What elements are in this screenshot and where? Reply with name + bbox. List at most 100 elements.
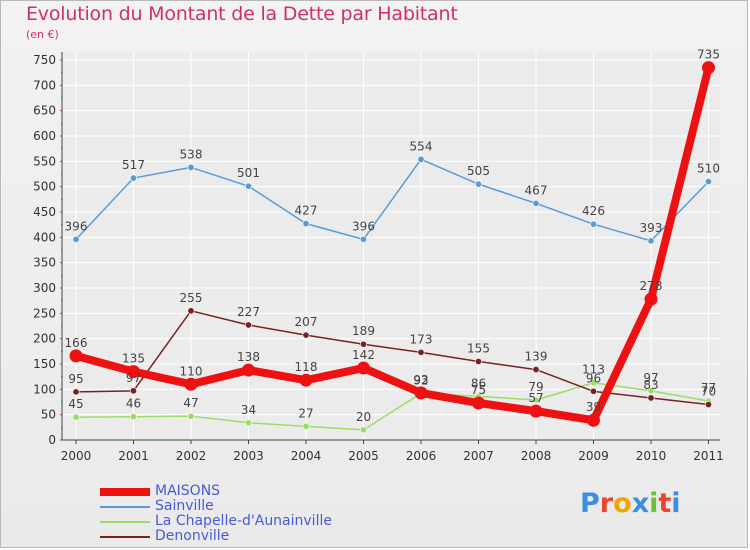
data-label: 278 [640,279,663,293]
data-point [302,220,310,228]
data-label: 538 [180,147,203,161]
series-line-la-chapelle-d-aunainville [75,381,709,431]
data-point [587,413,600,427]
data-point [704,401,712,409]
data-point [532,366,540,374]
data-point [130,387,138,395]
legend-label: La Chapelle-d'Aunainville [155,513,332,529]
data-point [647,237,655,245]
data-label: 83 [643,378,658,392]
data-label: 110 [180,364,203,378]
y-tick-label: 100 [33,382,56,396]
data-label: 255 [180,291,203,305]
data-label: 79 [528,380,543,394]
data-label: 139 [525,350,548,364]
data-point [130,174,138,182]
legend: MAISONS Sainville La Chapelle-d'Aunainvill… [100,484,332,544]
data-point [647,394,655,402]
data-point [359,340,367,348]
data-point [357,361,370,375]
data-label: 189 [352,324,375,338]
logo-letter: i [649,488,659,519]
data-point [184,377,198,391]
legend-label: Sainville [155,498,214,514]
legend-label: MAISONS [155,483,221,499]
legend-item: La Chapelle-d'Aunainville [100,514,332,529]
data-point [245,321,253,329]
data-point [472,396,485,410]
y-tick-label: 500 [33,180,56,194]
data-label: 95 [68,372,83,386]
y-tick-label: 650 [33,104,56,118]
data-label: 113 [582,363,605,377]
data-point [72,413,80,421]
data-point [414,386,428,400]
data-point [417,348,425,356]
x-tick-label: 2006 [406,449,437,463]
data-point [474,357,482,365]
y-tick-label: 750 [33,53,56,67]
data-label: 505 [467,164,490,178]
data-point [187,412,195,420]
data-label: 427 [295,204,318,218]
logo-letter: t [658,488,672,519]
data-label: 97 [126,371,141,385]
y-tick-label: 700 [33,78,56,92]
data-point [302,331,310,339]
x-tick-label: 2010 [636,449,667,463]
x-tick-label: 2000 [61,449,92,463]
data-point [702,61,715,75]
data-point [187,307,195,315]
data-point [589,387,597,395]
data-point [72,235,80,243]
data-label: 75 [471,383,486,397]
data-point [589,220,597,228]
legend-swatch [100,520,150,523]
data-label: 426 [582,204,605,218]
data-point [299,373,313,387]
data-point [302,422,310,430]
x-tick-label: 2002 [176,449,207,463]
data-point [242,363,255,377]
data-label: 467 [525,183,548,197]
data-point [130,413,138,421]
y-tick-label: 150 [33,357,56,371]
data-label: 45 [68,397,83,411]
data-point [127,365,140,379]
series-line-sainville [75,158,710,242]
data-point [647,387,655,395]
data-label: 96 [586,371,601,385]
x-tick-label: 2007 [463,449,494,463]
x-tick-label: 2009 [578,449,609,463]
y-tick-label: 50 [41,408,56,422]
data-label: 207 [295,315,318,329]
legend-swatch [100,505,150,508]
data-label: 77 [701,381,716,395]
data-point [245,419,253,427]
chart-unit: (en €) [26,28,59,41]
data-label: 39 [586,400,601,414]
data-label: 46 [126,397,141,411]
data-point [359,426,367,434]
data-label: 227 [237,305,260,319]
data-label: 396 [352,219,375,233]
y-tick-label: 350 [33,256,56,270]
logo-letter: o [613,488,632,519]
y-tick-label: 300 [33,281,56,295]
data-label: 735 [697,48,720,62]
x-tick-label: 2001 [118,449,149,463]
chart-title: Evolution du Montant de la Dette par Hab… [26,3,458,25]
logo-letter: i [671,488,681,519]
data-label: 57 [528,391,543,405]
data-label: 93 [413,373,428,387]
x-tick-label: 2005 [348,449,379,463]
data-point [704,178,712,186]
data-label: 27 [298,406,313,420]
y-tick-label: 400 [33,230,56,244]
data-label: 118 [295,360,318,374]
data-label: 142 [352,348,375,362]
data-point [589,379,597,387]
data-label: 20 [356,410,371,424]
proxiti-logo: Proxiti [580,488,681,519]
series-line-maisons [74,66,713,425]
